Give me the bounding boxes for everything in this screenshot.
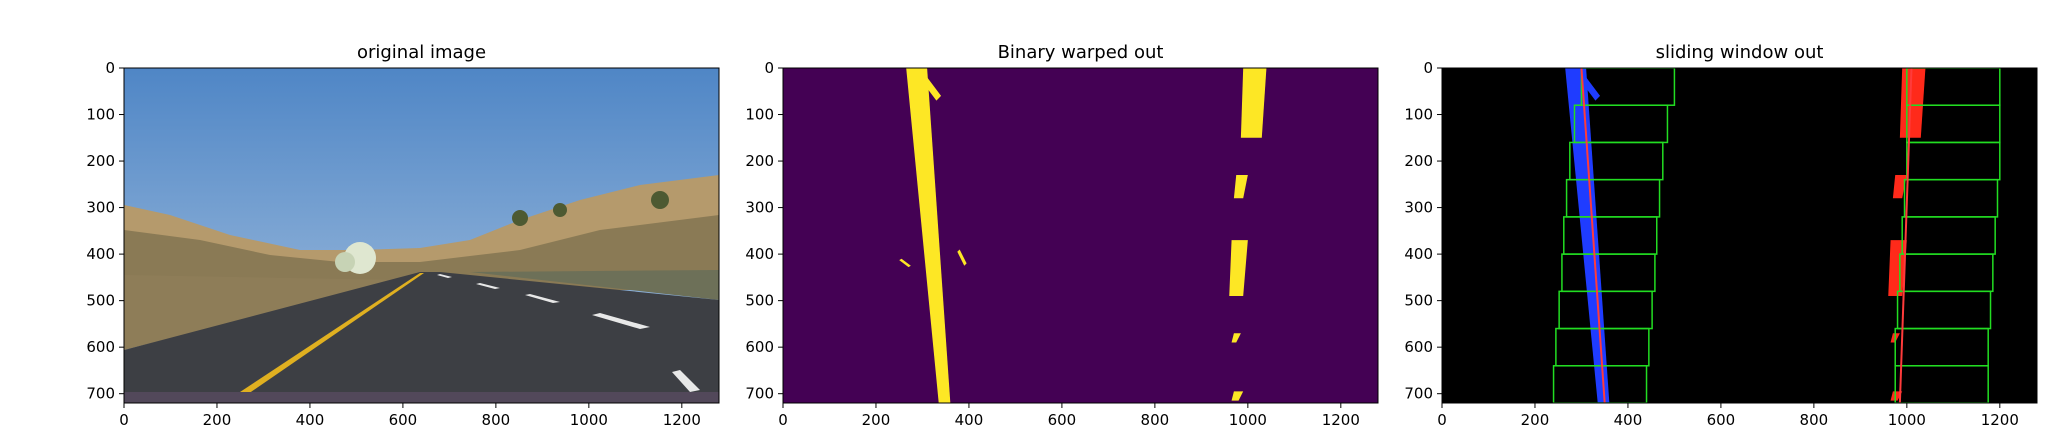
x-tick-label: 1000 — [1888, 411, 1926, 429]
y-tick-label: 700 — [1404, 385, 1433, 403]
y-tick-label: 700 — [745, 385, 774, 403]
x-tick-label: 1200 — [1981, 411, 2019, 429]
lane-fragment — [922, 77, 942, 101]
x-tick-label: 600 — [1048, 411, 1077, 429]
right-lane-dash — [1231, 333, 1241, 343]
x-tick-label: 0 — [778, 411, 788, 429]
panel-title: sliding window out — [1656, 42, 1824, 63]
x-tick-label: 200 — [862, 411, 891, 429]
y-tick-label: 0 — [1423, 59, 1433, 77]
lane-fragment — [957, 249, 967, 266]
y-tick-label: 300 — [745, 199, 774, 217]
right-fit-line — [1898, 68, 1913, 403]
right-lane-dash — [1892, 175, 1907, 199]
x-tick-label: 800 — [1800, 411, 1829, 429]
x-tick-label: 400 — [296, 411, 325, 429]
x-tick-label: 400 — [955, 411, 984, 429]
x-tick-label: 600 — [1707, 411, 1736, 429]
y-tick-label: 0 — [105, 59, 115, 77]
x-tick-label: 400 — [1614, 411, 1643, 429]
y-tick-label: 500 — [86, 292, 115, 310]
axis-ticks: 0 200 400 600 800 1000 1200 0 100 200 300 400 500 600… — [86, 59, 701, 429]
y-tick-label: 100 — [86, 106, 115, 124]
x-tick-label: 1000 — [1229, 411, 1267, 429]
y-tick-label: 400 — [86, 245, 115, 263]
right-lane-dash — [1233, 175, 1248, 199]
y-tick-label: 600 — [86, 338, 115, 356]
panel-sliding-window: sliding window out 0 200 400 600 800 1000 1200… — [1404, 42, 2038, 429]
panel-original: original image — [86, 42, 720, 429]
right-lane-dash — [1240, 68, 1267, 138]
binary-image — [783, 68, 1378, 403]
y-tick-label: 500 — [1404, 292, 1433, 310]
right-search-window — [1906, 68, 2001, 106]
x-tick-label: 1000 — [570, 411, 608, 429]
lane-fragment — [899, 258, 911, 268]
left-fit-line — [1580, 68, 1606, 403]
y-tick-label: 200 — [745, 152, 774, 170]
sliding-window-image — [1442, 68, 2037, 403]
x-tick-label: 600 — [389, 411, 418, 429]
y-tick-label: 600 — [745, 338, 774, 356]
y-tick-label: 700 — [86, 385, 115, 403]
left-search-window — [1580, 68, 1676, 106]
y-tick-label: 300 — [86, 199, 115, 217]
lane-fragment — [1581, 77, 1601, 101]
y-tick-label: 100 — [1404, 106, 1433, 124]
x-tick-label: 800 — [1141, 411, 1170, 429]
x-tick-label: 200 — [1521, 411, 1550, 429]
y-tick-label: 0 — [764, 59, 774, 77]
y-tick-label: 300 — [1404, 199, 1433, 217]
panel-binary-warped: Binary warped out 0 200 400 600 800 1000 12000… — [745, 42, 1379, 429]
panel-title: Binary warped out — [998, 42, 1164, 63]
x-tick-label: 200 — [203, 411, 232, 429]
x-tick-label: 1200 — [1322, 411, 1360, 429]
axis-ticks: 0 200 400 600 800 1000 1200 0 100 200 300 400 500 600… — [1404, 59, 2019, 429]
panel-title: original image — [357, 42, 486, 63]
y-tick-label: 600 — [1404, 338, 1433, 356]
x-tick-label: 0 — [1437, 411, 1447, 429]
y-tick-label: 100 — [745, 106, 774, 124]
x-tick-label: 800 — [482, 411, 511, 429]
x-tick-label: 1200 — [663, 411, 701, 429]
right-lane-dash — [1229, 240, 1248, 296]
right-lane-dash — [1231, 391, 1244, 401]
road-photo — [124, 68, 719, 403]
y-tick-label: 400 — [745, 245, 774, 263]
x-tick-label: 0 — [119, 411, 129, 429]
y-tick-label: 200 — [86, 152, 115, 170]
left-lane-pixels — [906, 68, 951, 403]
y-tick-label: 400 — [1404, 245, 1433, 263]
axis-ticks: 0 200 400 600 800 1000 1200 0 100 200 300 400 500 600… — [745, 59, 1360, 429]
y-tick-label: 500 — [745, 292, 774, 310]
y-tick-label: 200 — [1404, 152, 1433, 170]
